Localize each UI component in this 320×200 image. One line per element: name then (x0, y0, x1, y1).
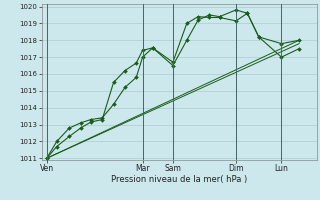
X-axis label: Pression niveau de la mer( hPa ): Pression niveau de la mer( hPa ) (111, 175, 247, 184)
